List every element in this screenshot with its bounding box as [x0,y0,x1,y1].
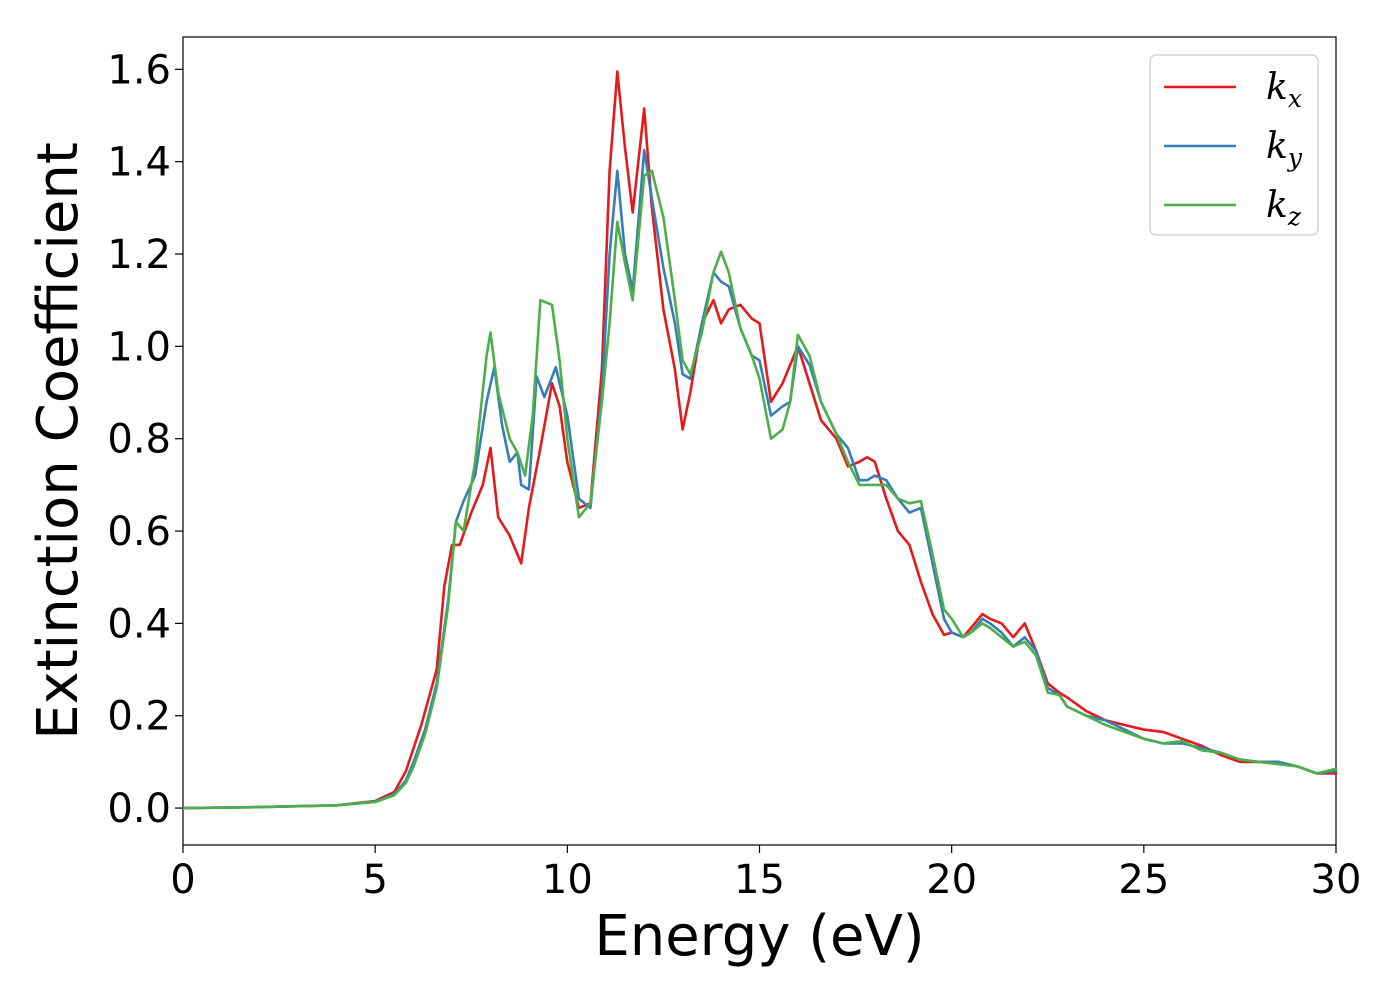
y-tick-label: 1.6 [107,47,171,93]
tick-layer: 0 5 10 15 20 25 30 0.0 0.2 0.4 0.6 0.8 1.0 1.2 1.4 1.6 [107,47,1361,903]
x-tick-label: 5 [362,857,387,903]
x-tick-label: 0 [170,857,195,903]
x-tick-label: 10 [542,857,593,903]
legend-label-subscript: x [1288,84,1302,113]
legend-label-y: ky [1266,126,1303,172]
legend-label-subscript: y [1287,143,1303,172]
y-axis-title: Extinction Coefficient [26,142,91,740]
y-tick-label: 1.4 [107,140,171,186]
y-tick-label: 1.0 [107,324,171,370]
legend-label-subscript: z [1287,202,1302,231]
series-layer [181,70,1338,810]
legend-label-x: kx [1266,67,1302,113]
y-tick-label: 0.6 [107,509,171,555]
x-tick-label: 15 [734,857,785,903]
legend-label-symbol: k [1266,67,1288,108]
y-tick-label: 0.8 [107,417,171,463]
series-line-x [181,70,1338,810]
legend-label-z: kz [1266,185,1302,231]
series-line-z [181,169,1338,810]
x-tick-label: 30 [1311,857,1362,903]
y-tick-label: 0.0 [107,786,171,832]
x-axis-title: Energy (eV) [594,904,924,969]
legend-label-symbol: k [1266,185,1288,226]
series-line-y [181,148,1338,810]
y-tick-label: 1.2 [107,232,171,278]
y-tick-label: 0.2 [107,694,171,740]
x-tick-label: 25 [1118,857,1169,903]
y-tick-label: 0.4 [107,601,171,647]
x-tick-label: 20 [926,857,977,903]
legend-label-symbol: k [1266,126,1288,167]
